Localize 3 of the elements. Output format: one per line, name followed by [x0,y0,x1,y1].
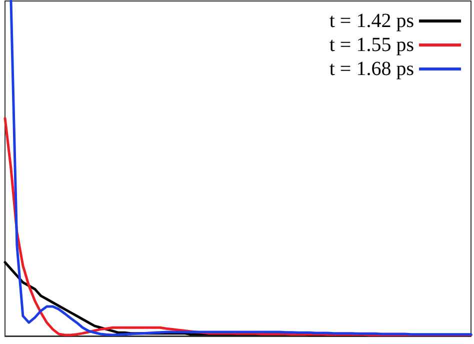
legend-label: t = 1.68 ps [329,58,414,80]
legend-label: t = 1.55 ps [329,34,414,56]
legend-label: t = 1.42 ps [329,10,414,32]
